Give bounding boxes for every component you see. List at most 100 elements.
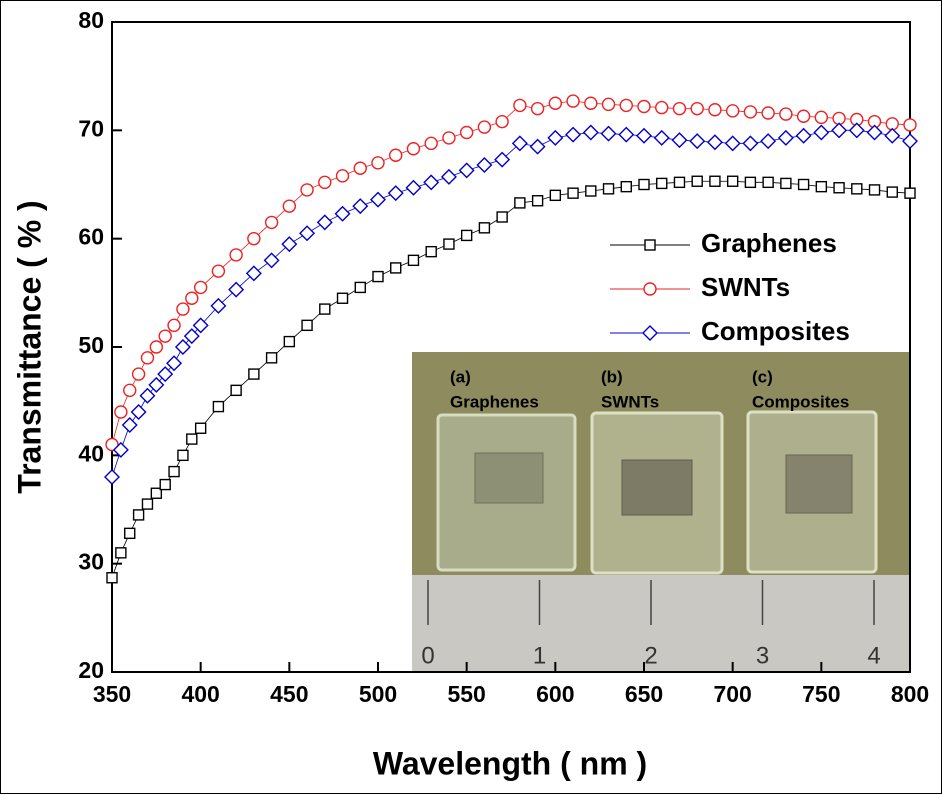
marker [582, 124, 599, 141]
marker [762, 176, 774, 189]
marker [141, 498, 154, 510]
marker [531, 195, 544, 207]
marker [672, 101, 687, 116]
marker [511, 135, 528, 152]
marker [831, 122, 848, 139]
x-tick-label: 550 [447, 681, 485, 707]
marker [150, 487, 163, 499]
marker [193, 280, 208, 295]
y-tick-label: 80 [78, 7, 104, 33]
marker [229, 248, 243, 262]
x-tick-label: 700 [713, 681, 751, 707]
marker [283, 335, 296, 348]
marker [130, 404, 147, 420]
marker [194, 422, 207, 434]
marker [424, 136, 438, 151]
marker [282, 199, 297, 213]
marker [442, 131, 456, 145]
marker [132, 509, 145, 521]
legend-marker [642, 325, 658, 341]
y-axis-label: Transmittance ( % ) [11, 200, 47, 493]
marker [114, 405, 128, 419]
inset-label: SWNTs [601, 392, 659, 411]
marker [743, 105, 758, 119]
marker [265, 352, 278, 364]
marker [848, 122, 865, 139]
marker [904, 187, 916, 199]
marker [671, 132, 688, 149]
inset-tag: (b) [601, 367, 623, 386]
marker [176, 302, 190, 316]
marker [352, 198, 369, 215]
marker [264, 215, 279, 230]
marker [779, 107, 793, 121]
marker [514, 197, 526, 209]
marker [371, 156, 385, 170]
marker [460, 229, 473, 242]
marker [903, 118, 917, 132]
marker [600, 125, 617, 142]
marker [300, 183, 314, 197]
marker [389, 148, 403, 162]
marker [247, 231, 261, 246]
marker [228, 281, 245, 298]
marker [706, 134, 723, 151]
marker [760, 133, 777, 150]
marker [548, 96, 563, 110]
marker [140, 351, 155, 365]
marker [653, 129, 670, 146]
marker [620, 180, 632, 193]
marker [440, 168, 457, 185]
x-tick-label: 350 [93, 681, 131, 707]
marker [476, 157, 493, 173]
marker [148, 376, 165, 393]
marker [104, 469, 120, 485]
marker [637, 99, 651, 114]
ruler-label: 1 [533, 642, 546, 669]
x-tick-label: 650 [625, 681, 663, 707]
marker [390, 262, 402, 274]
marker [186, 433, 198, 445]
marker [691, 175, 703, 187]
marker [796, 109, 811, 123]
marker [301, 319, 313, 332]
marker [601, 97, 616, 112]
marker [318, 175, 332, 190]
marker [529, 138, 546, 155]
marker [477, 120, 492, 134]
marker [725, 104, 740, 118]
marker [761, 106, 775, 120]
marker [159, 478, 171, 491]
marker [513, 98, 527, 113]
marker [183, 328, 200, 345]
marker [245, 265, 262, 282]
marker [655, 100, 669, 115]
marker [566, 94, 580, 108]
marker [263, 252, 280, 269]
marker [112, 441, 129, 458]
x-tick-label: 400 [181, 681, 219, 707]
marker [496, 211, 508, 223]
marker [212, 400, 225, 413]
marker [166, 355, 183, 372]
marker [689, 133, 706, 150]
marker [618, 126, 635, 143]
marker [549, 189, 562, 202]
marker [370, 191, 386, 208]
marker [168, 465, 180, 478]
marker [425, 245, 437, 258]
marker [407, 254, 420, 267]
y-tick-label: 60 [78, 224, 104, 250]
marker [121, 417, 138, 433]
marker [230, 384, 242, 397]
x-tick-label: 450 [270, 681, 308, 707]
marker [813, 124, 830, 141]
marker [547, 129, 564, 146]
marker [619, 98, 633, 113]
marker [406, 142, 421, 156]
marker [690, 101, 704, 116]
film [474, 452, 544, 504]
y-tick-label: 50 [78, 332, 104, 358]
marker [636, 127, 652, 144]
film [785, 454, 853, 514]
